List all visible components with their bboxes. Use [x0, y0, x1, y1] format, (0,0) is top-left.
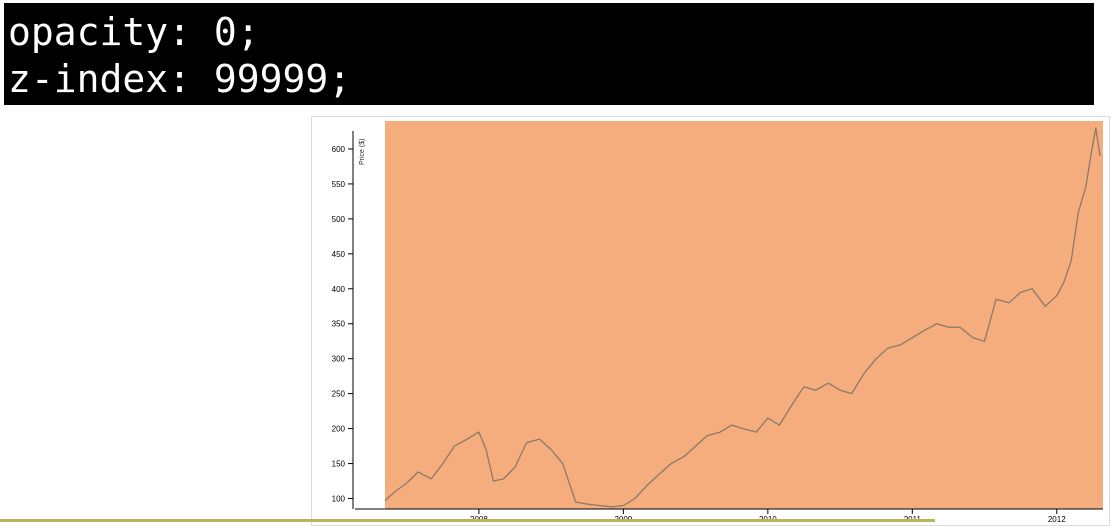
y-tick-label: 400 — [332, 285, 346, 294]
y-tick-label: 300 — [332, 355, 346, 364]
css-overlay-banner: opacity: 0; z-index: 99999; — [4, 3, 1094, 105]
y-axis-label: Price ($) — [359, 139, 366, 165]
y-tick-label: 350 — [332, 320, 346, 329]
css-line-opacity: opacity: 0; — [8, 10, 260, 54]
y-tick-label: 450 — [332, 250, 346, 259]
y-tick-label: 500 — [332, 215, 346, 224]
plot-background — [385, 121, 1103, 509]
y-tick-label: 600 — [332, 145, 346, 154]
x-tick-label: 2012 — [1048, 515, 1066, 524]
y-tick-label: 150 — [332, 460, 346, 469]
y-tick-label: 550 — [332, 180, 346, 189]
bottom-strip — [0, 519, 935, 522]
y-tick-label: 250 — [332, 390, 346, 399]
chart-frame: 1001502002503003504004505005506002008200… — [311, 116, 1110, 526]
css-line-z-index: z-index: 99999; — [8, 57, 352, 101]
y-tick-label: 200 — [332, 425, 346, 434]
price-line-chart: 1001502002503003504004505005506002008200… — [332, 121, 1103, 524]
series-line-0 — [384, 127, 1101, 508]
y-tick-label: 100 — [332, 495, 346, 504]
